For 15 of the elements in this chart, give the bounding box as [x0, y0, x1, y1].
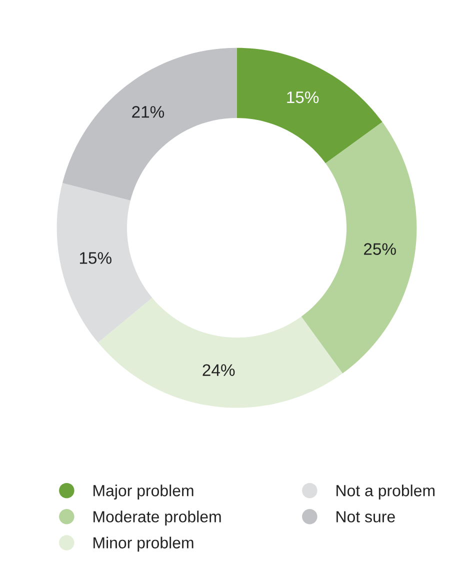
donut-slice	[236, 48, 382, 164]
data-label: 15%	[287, 91, 319, 104]
donut-slice	[98, 298, 343, 408]
legend-label: Major problem	[94, 484, 194, 500]
legend-label: Not a problem	[336, 484, 434, 500]
donut-slice	[56, 183, 152, 343]
legend-label: Minor problem	[94, 536, 194, 552]
legend-label: Moderate problem	[94, 510, 221, 526]
data-label: 24%	[202, 364, 235, 376]
legend-label: Not sure	[336, 511, 395, 522]
donut-slice	[62, 48, 237, 201]
donut-slice	[301, 122, 417, 374]
data-label: 25%	[364, 243, 396, 255]
data-label: 21%	[132, 106, 164, 118]
data-label: 15%	[80, 252, 112, 264]
